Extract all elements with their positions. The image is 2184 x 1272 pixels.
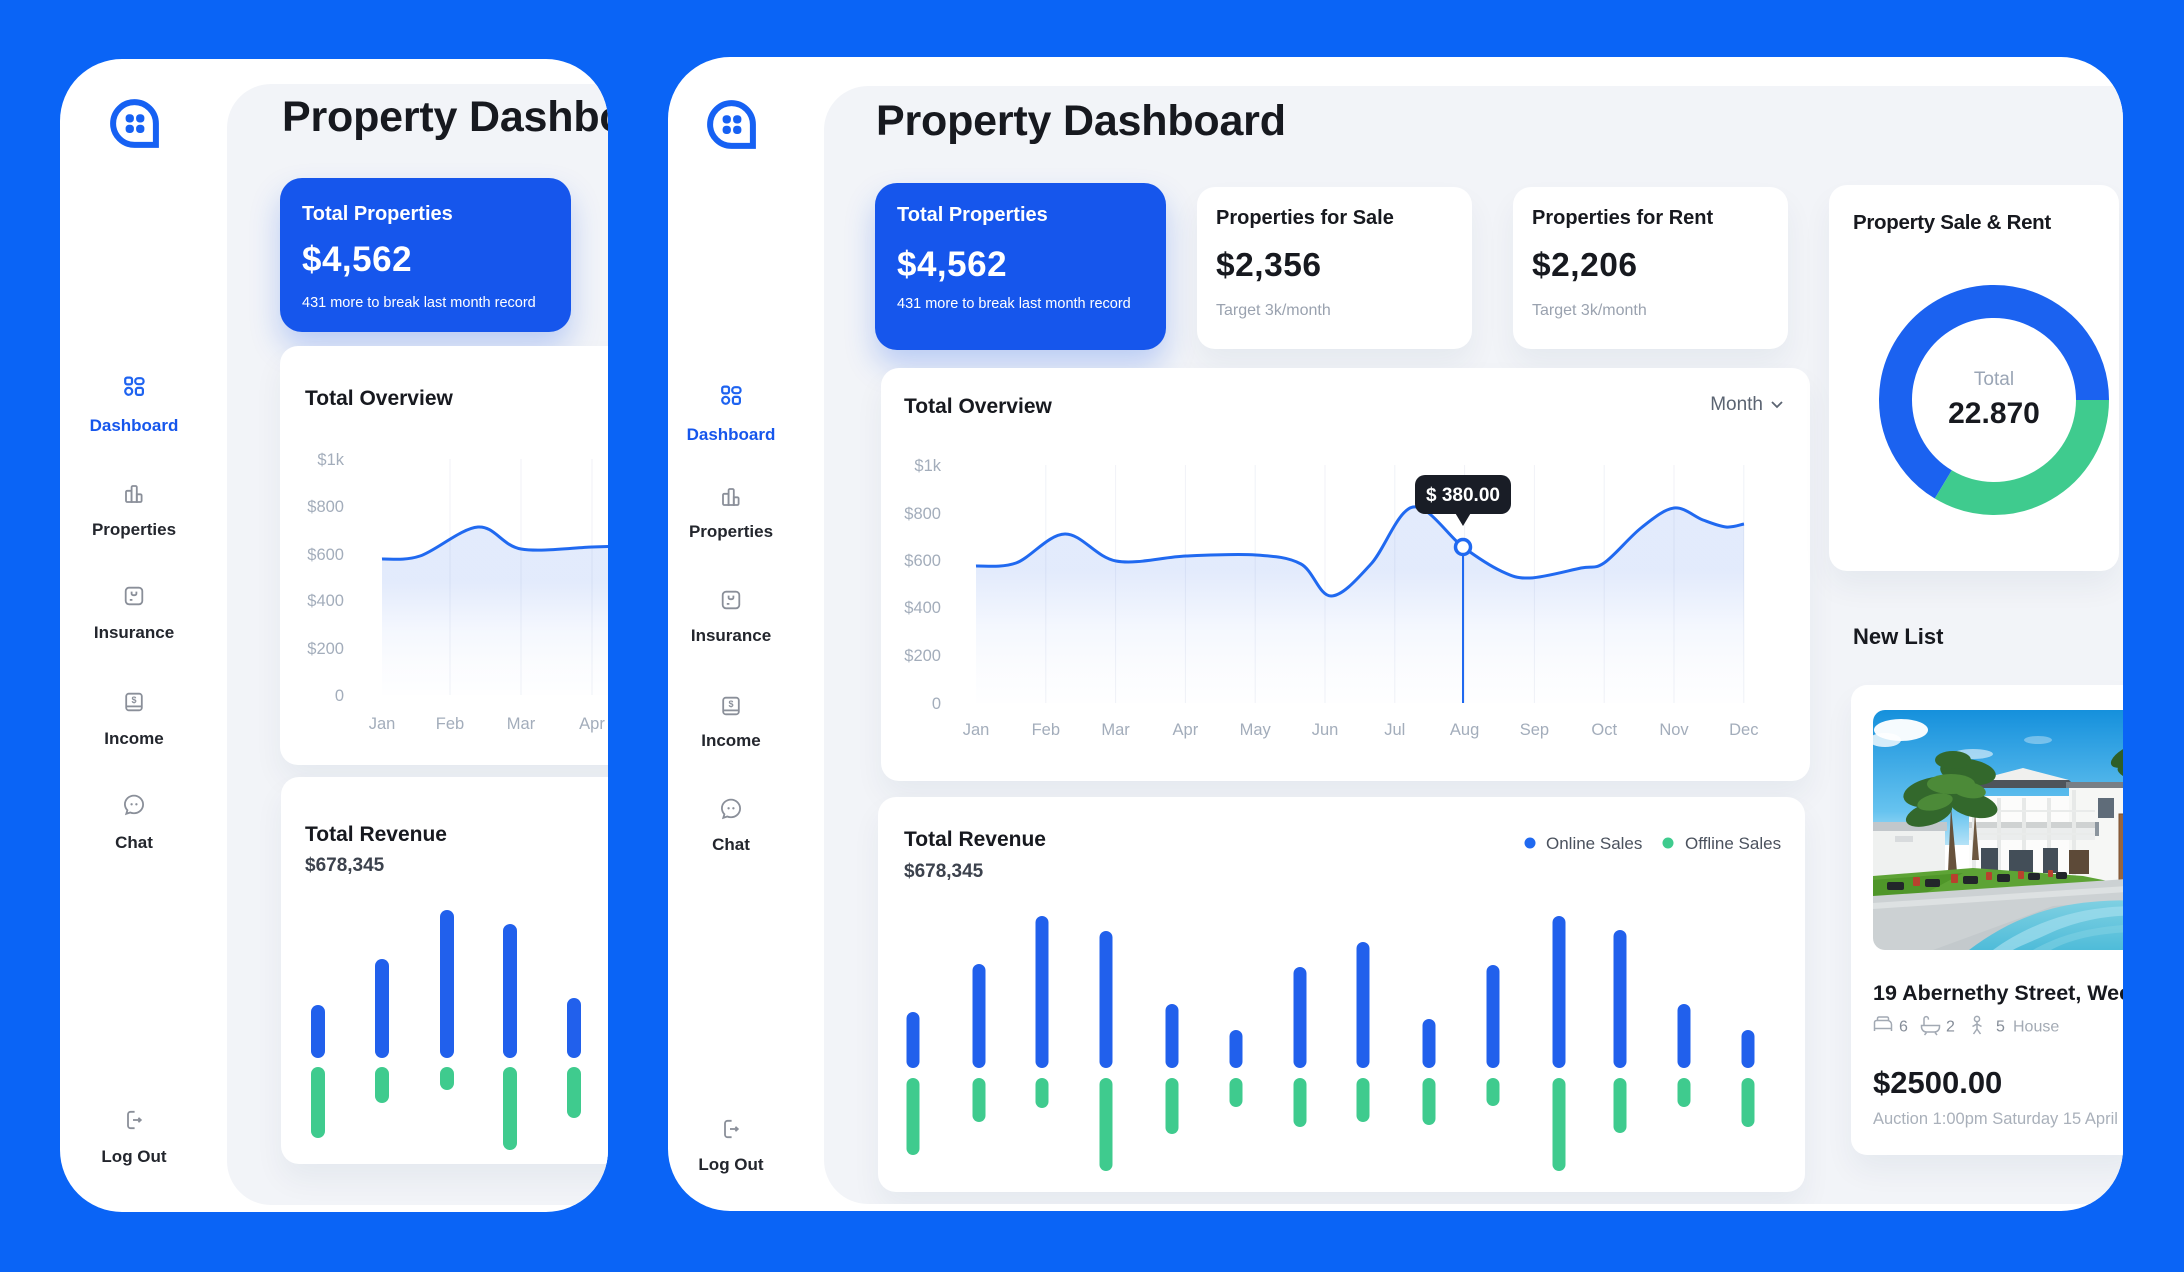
svg-text:Jan: Jan [963,721,990,739]
svg-text:2: 2 [1946,1019,1955,1036]
svg-text:Feb: Feb [436,715,464,733]
svg-text:6: 6 [1899,1019,1908,1036]
svg-text:Apr: Apr [579,715,605,733]
svg-text:Jun: Jun [1312,721,1339,739]
svg-text:Jan: Jan [369,715,396,733]
svg-text:Offline Sales: Offline Sales [1685,834,1781,853]
svg-text:$800: $800 [904,505,941,523]
svg-text:5: 5 [1996,1019,2005,1036]
svg-text:Oct: Oct [1591,721,1617,739]
svg-text:Jul: Jul [1384,721,1405,739]
svg-text:Aug: Aug [1450,721,1479,739]
svg-text:May: May [1240,721,1272,739]
svg-text:Feb: Feb [1032,721,1060,739]
svg-text:$ 380.00: $ 380.00 [1426,485,1500,506]
svg-text:House: House [2013,1019,2059,1036]
svg-text:0: 0 [335,687,344,705]
svg-text:Mar: Mar [507,715,536,733]
svg-text:Dec: Dec [1729,721,1758,739]
svg-text:$: $ [131,695,136,705]
svg-text:$400: $400 [307,592,344,610]
svg-text:Total: Total [1974,369,2014,390]
svg-text:$600: $600 [904,552,941,570]
svg-text:22.870: 22.870 [1948,397,2040,430]
svg-text:$200: $200 [307,640,344,658]
svg-text:$600: $600 [307,546,344,564]
svg-text:Apr: Apr [1173,721,1199,739]
svg-text:$200: $200 [904,647,941,665]
svg-text:$1k: $1k [317,451,344,469]
svg-text:$400: $400 [904,599,941,617]
svg-text:0: 0 [932,695,941,713]
svg-text:Mar: Mar [1101,721,1130,739]
svg-text:Online Sales: Online Sales [1546,834,1642,853]
svg-text:$800: $800 [307,498,344,516]
svg-text:$: $ [728,699,733,709]
svg-text:Sep: Sep [1520,721,1549,739]
svg-text:$1k: $1k [914,457,941,475]
svg-text:Nov: Nov [1659,721,1689,739]
